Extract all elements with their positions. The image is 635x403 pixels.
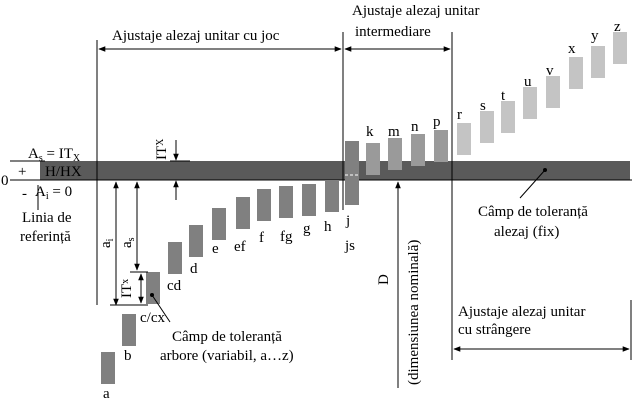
shaft-label-z: z bbox=[614, 19, 621, 35]
ai-dim-label: ai bbox=[98, 238, 116, 248]
shaft-field-d bbox=[189, 225, 203, 257]
shaft-tolerance-fields bbox=[101, 32, 627, 384]
nominal-dimension-symbol: D bbox=[376, 274, 392, 285]
shaft-field-fg bbox=[279, 186, 293, 218]
plus-sign: + bbox=[18, 164, 26, 180]
h-hx-label: H/HX bbox=[45, 164, 82, 180]
shaft-field-y bbox=[591, 46, 605, 78]
itx-label: ITX bbox=[154, 138, 170, 160]
shaft-field-ef bbox=[236, 197, 250, 229]
shaft-field-j bbox=[345, 141, 359, 205]
shaft-label-t: t bbox=[501, 88, 506, 104]
shaft-field-f bbox=[257, 189, 271, 221]
reference-line-label-2: referință bbox=[20, 229, 71, 245]
shaft-label-s: s bbox=[480, 98, 486, 114]
itx2-label: ITx bbox=[119, 279, 135, 298]
shaft-field-label-2: arbore (variabil, a…z) bbox=[160, 348, 294, 364]
hole-field-label-2: alezaj (fix) bbox=[494, 224, 559, 240]
shaft-label-n: n bbox=[411, 119, 419, 135]
shaft-label-h: h bbox=[324, 219, 332, 235]
shaft-label-j: j bbox=[345, 213, 350, 229]
shaft-field-n bbox=[411, 134, 425, 166]
shaft-label-b: b bbox=[124, 348, 132, 364]
shaft-field-pointer bbox=[151, 294, 171, 323]
shaft-label-g: g bbox=[303, 221, 311, 237]
strangere-header-line1: Ajustaje alezaj unitar bbox=[458, 304, 585, 320]
shaft-label-fg: fg bbox=[280, 229, 293, 245]
as-dim-label: as bbox=[119, 237, 137, 248]
ai-label: Ai = 0 bbox=[35, 184, 72, 202]
shaft-label-p: p bbox=[433, 114, 441, 130]
shaft-field-z bbox=[613, 32, 627, 64]
shaft-label-d: d bbox=[190, 261, 198, 277]
shaft-field-c-cx bbox=[146, 272, 160, 304]
hole-field-pointer bbox=[519, 169, 546, 199]
shaft-field-s bbox=[480, 111, 494, 143]
shaft-field-e bbox=[212, 208, 226, 240]
shaft-label-r: r bbox=[457, 107, 462, 123]
shaft-field-x bbox=[569, 57, 583, 89]
shaft-field-a bbox=[101, 352, 115, 384]
shaft-label-e: e bbox=[212, 241, 219, 257]
zero-label: 0 bbox=[1, 173, 9, 189]
shaft-label-u: u bbox=[524, 74, 532, 90]
shaft-field-k bbox=[366, 143, 380, 175]
shaft-field-u bbox=[523, 87, 537, 119]
shaft-label-cd: cd bbox=[167, 278, 182, 294]
shaft-field-label-1: Câmp de toleranță bbox=[172, 329, 282, 345]
shaft-label-m: m bbox=[388, 124, 400, 140]
shaft-field-p bbox=[434, 130, 448, 162]
shaft-label-k: k bbox=[366, 124, 374, 140]
intermediare-header-line1: Ajustaje alezaj unitar bbox=[352, 3, 479, 19]
shaft-label-ef: ef bbox=[234, 239, 246, 255]
shaft-label-v: v bbox=[546, 63, 554, 79]
reference-line-label-1: Linia de bbox=[22, 210, 72, 226]
shaft-field-b bbox=[122, 314, 136, 346]
intermediare-header-line2: intermediare bbox=[355, 24, 431, 40]
hole-field-label-1: Câmp de toleranță bbox=[478, 204, 588, 220]
shaft-field-v bbox=[546, 76, 560, 108]
shaft-field-cd bbox=[168, 242, 182, 274]
strangere-header-line2: cu strângere bbox=[458, 322, 531, 338]
shaft-label-a: a bbox=[103, 386, 110, 402]
shaft-label-c-cx: c/cx bbox=[140, 310, 165, 326]
shaft-field-r bbox=[457, 123, 471, 155]
shaft-field-t bbox=[501, 101, 515, 133]
shaft-field-g bbox=[302, 184, 316, 216]
joc-header: Ajustaje alezaj unitar cu joc bbox=[112, 28, 280, 44]
shaft-label-x: x bbox=[568, 41, 576, 57]
shaft-label-js: js bbox=[344, 238, 355, 254]
hole-tolerance-band bbox=[40, 161, 630, 180]
as-label: As = ITX bbox=[28, 146, 81, 164]
shaft-label-y: y bbox=[591, 28, 599, 44]
shaft-label-f: f bbox=[259, 230, 264, 246]
shaft-field-m bbox=[388, 138, 402, 170]
nominal-dimension-label: (dimensiunea nominală) bbox=[406, 240, 422, 385]
minus-sign: - bbox=[22, 186, 27, 202]
shaft-field-h bbox=[325, 180, 339, 212]
